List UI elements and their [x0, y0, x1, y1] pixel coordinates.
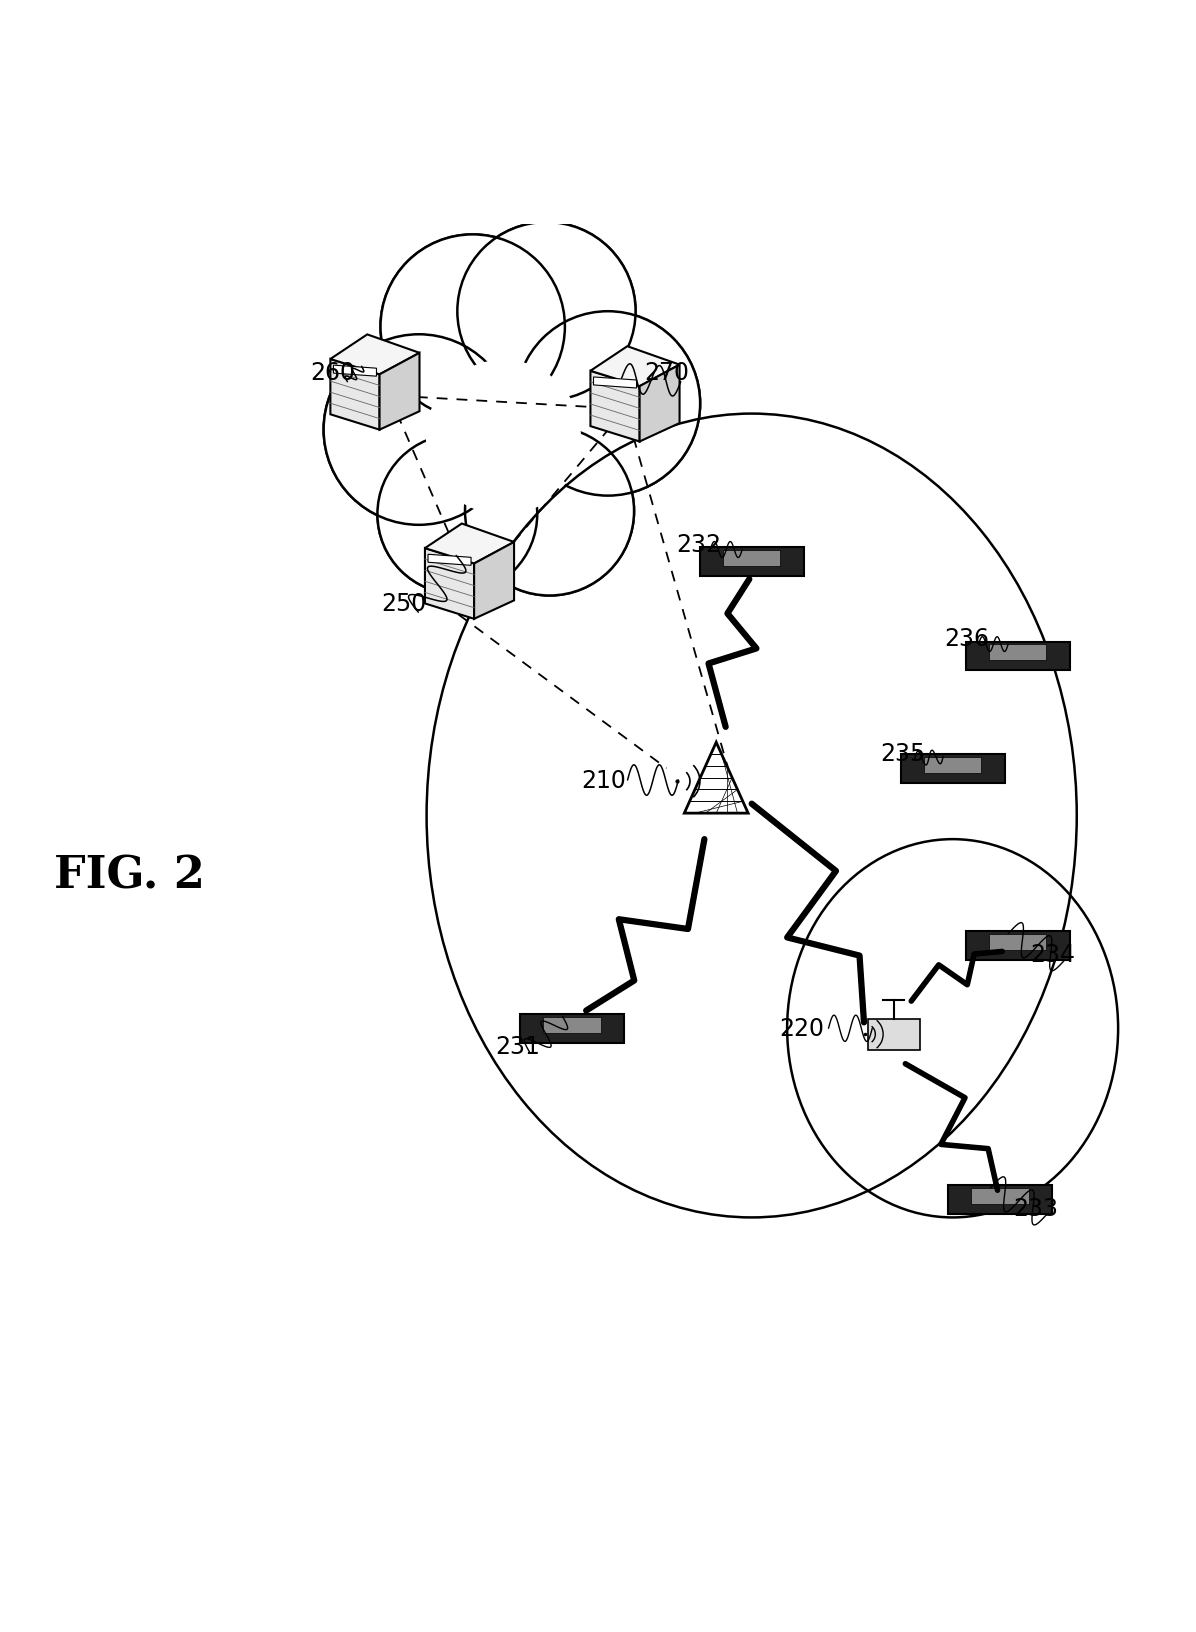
Circle shape: [457, 224, 635, 401]
Text: 250: 250: [382, 591, 427, 615]
Text: 260: 260: [311, 361, 355, 385]
Text: 236: 236: [945, 627, 989, 651]
Circle shape: [468, 429, 631, 594]
Polygon shape: [640, 366, 679, 442]
Circle shape: [457, 224, 635, 401]
Text: 210: 210: [581, 769, 627, 793]
Polygon shape: [330, 335, 420, 375]
Polygon shape: [591, 348, 679, 387]
Circle shape: [327, 338, 512, 522]
Circle shape: [380, 437, 535, 592]
Circle shape: [457, 224, 635, 401]
Circle shape: [324, 335, 514, 526]
Polygon shape: [965, 932, 1069, 960]
Circle shape: [324, 335, 514, 526]
Polygon shape: [474, 542, 514, 620]
Polygon shape: [520, 1015, 624, 1043]
Polygon shape: [330, 359, 379, 431]
Circle shape: [515, 312, 700, 496]
Text: 232: 232: [676, 532, 721, 557]
Text: 235: 235: [880, 741, 926, 765]
Text: 234: 234: [1031, 942, 1075, 966]
Polygon shape: [425, 548, 474, 620]
Polygon shape: [700, 548, 804, 576]
Circle shape: [427, 361, 580, 514]
Circle shape: [515, 312, 700, 496]
Polygon shape: [593, 377, 636, 388]
Circle shape: [460, 225, 633, 398]
Circle shape: [380, 235, 565, 419]
Text: 233: 233: [1013, 1196, 1058, 1221]
Circle shape: [465, 428, 634, 596]
Polygon shape: [334, 366, 377, 377]
Text: FIG. 2: FIG. 2: [54, 854, 205, 896]
Polygon shape: [989, 935, 1046, 950]
Circle shape: [378, 434, 537, 594]
Circle shape: [465, 428, 634, 596]
Polygon shape: [948, 1186, 1052, 1214]
Circle shape: [378, 434, 537, 594]
Text: 220: 220: [779, 1017, 824, 1041]
Polygon shape: [724, 550, 780, 566]
Polygon shape: [965, 643, 1069, 671]
Polygon shape: [925, 757, 981, 774]
Circle shape: [378, 434, 537, 594]
Polygon shape: [428, 555, 471, 566]
Circle shape: [324, 335, 514, 526]
Polygon shape: [425, 524, 514, 565]
Polygon shape: [867, 1018, 920, 1049]
Circle shape: [519, 315, 697, 493]
Polygon shape: [591, 372, 640, 442]
Polygon shape: [971, 1188, 1029, 1204]
Text: 270: 270: [645, 361, 689, 385]
Text: 231: 231: [495, 1035, 541, 1059]
Polygon shape: [989, 645, 1046, 661]
Circle shape: [465, 428, 634, 596]
Circle shape: [515, 312, 700, 496]
Circle shape: [383, 238, 562, 416]
Polygon shape: [543, 1017, 600, 1033]
Polygon shape: [901, 754, 1005, 783]
Circle shape: [380, 235, 565, 419]
Circle shape: [380, 235, 565, 419]
Polygon shape: [379, 354, 420, 431]
